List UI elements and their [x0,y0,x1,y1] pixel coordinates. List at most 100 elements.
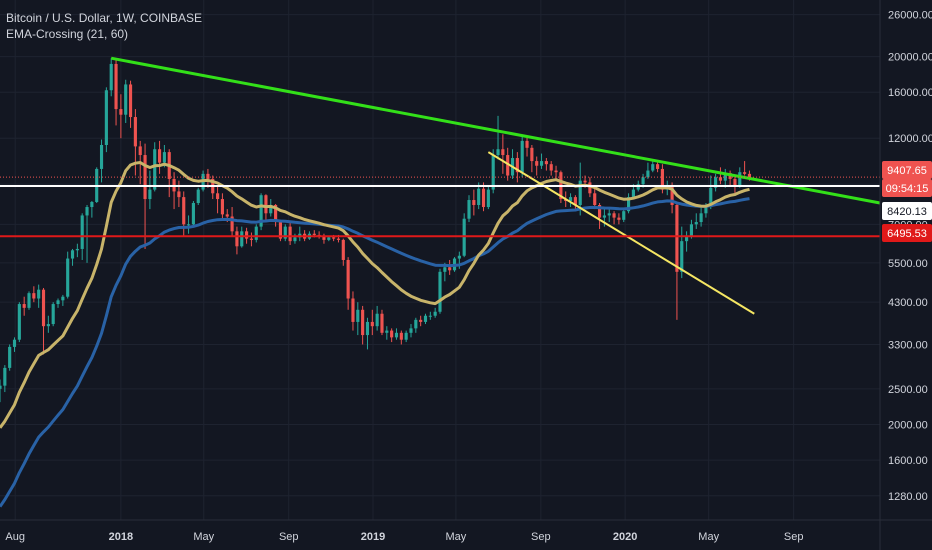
candle-body [75,248,79,251]
candle-body [583,180,587,183]
candle-body [240,231,244,247]
candle-body [138,146,142,156]
candle-body [235,231,239,247]
y-tick-label: 12000.00 [888,133,932,145]
y-tick-label: 4300.00 [888,297,928,309]
candle-body [554,170,558,173]
price-badge-label: 9407.65 [887,165,927,177]
candle-body [56,300,60,305]
candle-body [0,385,2,389]
candle-body [80,215,84,249]
candle-body [61,296,65,301]
candle-body [414,319,418,329]
candle-body [230,216,234,232]
candle-body [627,197,631,212]
ema-60-line [0,197,750,508]
y-tick-label: 5500.00 [888,258,928,270]
candle-body [85,207,89,216]
candle-body [220,199,224,215]
candle-body [269,204,273,214]
candle-body [356,309,360,322]
drawn-overlays [0,56,881,315]
candle-body [448,267,452,271]
price-badge-label: 8420.13 [887,206,927,218]
candle-body [153,149,157,190]
candle-body [380,313,384,333]
candle-body [602,215,606,218]
candle-body [346,259,350,299]
candle-body [322,236,326,240]
candlestick-series [0,58,752,403]
x-tick-label: Aug [5,531,25,543]
candle-body [148,189,152,200]
candle-body [622,211,626,220]
y-tick-label: 3300.00 [888,339,928,351]
candle-body [51,304,55,325]
x-tick-label: Sep [784,531,804,543]
candle-body [617,217,621,220]
x-tick-label: May [193,531,214,543]
candle-body [689,224,693,237]
candle-body [278,222,283,239]
candle-body [17,304,21,340]
candle-body [8,346,12,368]
candle-body [714,177,718,188]
candle-body [404,332,408,340]
candle-body [187,224,191,226]
candle-body [390,330,394,338]
candle-body [539,161,544,166]
price-badge-bg [882,202,932,220]
candle-body [3,367,7,386]
candle-body [578,180,582,205]
candle-body [656,164,660,169]
candle-body [646,170,650,178]
candle-body [375,313,379,327]
candle-body [709,187,713,208]
candle-body [612,213,616,218]
ema-21-line [0,161,750,429]
candle-body [486,189,490,208]
candle-body [660,168,664,190]
candle-body [22,304,26,308]
candle-body [341,239,345,260]
candle-body [747,173,752,178]
candle-body [443,267,447,272]
price-badge-bg [882,224,932,242]
candle-body [573,197,577,205]
candle-body [394,332,399,338]
y-tick-label: 2500.00 [888,384,928,396]
candle-body [216,193,220,200]
candle-body [530,147,534,162]
candle-body [370,321,374,327]
candle-body [327,237,331,240]
candle-body [694,222,698,225]
chart-legend: Bitcoin / U.S. Dollar, 1W, COINBASE EMA-… [6,10,202,42]
candle-body [27,293,31,308]
price-badge-label: 09:54:15 [886,183,929,195]
candle-body [66,258,70,297]
price-badge-bg [882,179,932,197]
candle-body [385,330,389,333]
candle-body [225,214,229,217]
candle-body [477,188,481,205]
grid-lines [0,0,880,520]
x-tick-label: 2020 [613,531,637,543]
price-badge-label: 6495.53 [887,228,927,240]
candle-body [525,140,529,148]
candle-body [607,213,611,216]
candle-body [336,238,341,240]
candle-body [264,195,268,214]
candle-body [37,289,41,299]
candle-body [274,204,278,223]
candle-body [506,155,510,176]
candle-body [365,321,370,336]
candle-body [191,202,195,225]
candle-body [157,149,162,163]
candle-body [568,197,573,202]
candle-body [597,204,602,218]
candle-body [254,226,258,240]
candle-body [723,173,727,181]
candle-body [472,200,476,205]
y-tick-label: 2000.00 [888,419,928,431]
